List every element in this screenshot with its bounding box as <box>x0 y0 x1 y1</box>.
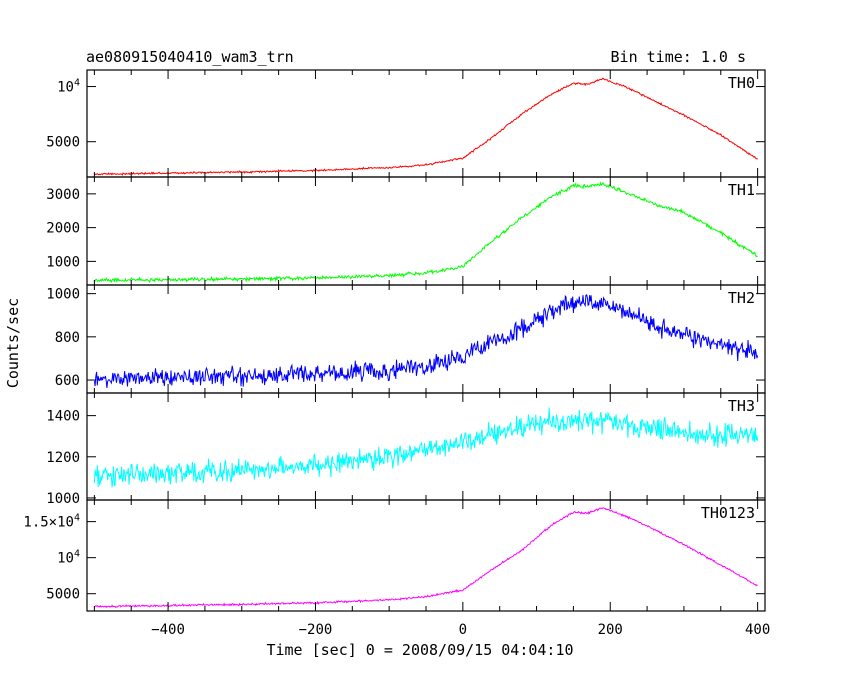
y-tick-label: 600 <box>55 373 80 389</box>
panel-label: TH0 <box>728 74 755 92</box>
panel-th1: TH1 1000 2000 3000 <box>46 176 766 286</box>
panel-th0123: TH0123 5000 104 1.5×104 <box>23 499 766 612</box>
y-tick-label: 5000 <box>46 587 80 603</box>
series-line-th1 <box>94 181 758 284</box>
y-tick-label: 104 <box>57 78 80 96</box>
chart-title: ae080915040410_wam3_trn <box>86 48 294 66</box>
panel-frame <box>86 392 766 501</box>
y-tick-label: 104 <box>57 549 80 567</box>
y-tick-label: 5000 <box>46 135 80 151</box>
panel-label: TH3 <box>728 397 755 415</box>
y-tick-label: 1000 <box>46 491 80 507</box>
series-line-th3 <box>93 407 759 488</box>
x-tick-label: 400 <box>745 622 770 638</box>
x-tick-label: 0 <box>459 622 467 638</box>
x-axis-label: Time [sec] 0 = 2008/09/15 04:04:10 <box>266 641 573 659</box>
panel-th0: TH0 5000 104 <box>46 69 766 178</box>
y-tick-label: 2000 <box>46 221 80 237</box>
x-tick-label: −400 <box>151 622 185 638</box>
panel-frame <box>86 176 766 286</box>
y-tick-label: 3000 <box>46 187 80 203</box>
y-tick-label: 1000 <box>46 254 80 270</box>
bin-time-label: Bin time: 1.0 s <box>611 48 746 66</box>
x-tick-labels: −400 −200 0 200 400 <box>151 622 770 638</box>
panel-label: TH1 <box>728 181 755 199</box>
y-tick-label: 1000 <box>46 287 80 303</box>
panel-th3: TH3 1000 1200 1400 <box>46 392 766 507</box>
series-line-th2 <box>93 294 759 389</box>
y-tick-label: 1400 <box>46 409 80 425</box>
series-line-th0 <box>94 77 758 176</box>
y-tick-label: 1200 <box>46 450 80 466</box>
panel-frame <box>86 499 766 612</box>
y-axis-label: Counts/sec <box>4 298 22 388</box>
y-tick-label: 1.5×104 <box>23 513 80 531</box>
panel-label: TH0123 <box>701 504 755 522</box>
panel-th2: TH2 600 800 1000 <box>46 284 766 394</box>
panel-frame <box>86 69 766 178</box>
panel-label: TH2 <box>728 289 755 307</box>
y-tick-label: 800 <box>55 330 80 346</box>
x-tick-label: −200 <box>299 622 333 638</box>
panels: TH05000104TH1100020003000TH26008001000TH… <box>23 69 770 638</box>
series-line-th0123 <box>93 507 758 609</box>
x-tick-label: 200 <box>598 622 623 638</box>
